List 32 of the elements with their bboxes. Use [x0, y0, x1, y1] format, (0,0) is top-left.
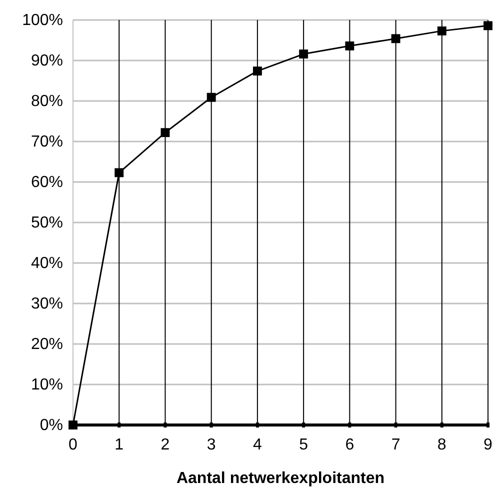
point — [484, 21, 492, 30]
x-tick-label: 3 — [206, 436, 216, 454]
point — [345, 41, 354, 50]
x-axis-title: Aantal netwerkexploitanten — [176, 470, 385, 487]
point — [437, 26, 446, 36]
x-tick-label: 4 — [252, 436, 262, 454]
point — [68, 420, 78, 430]
point — [160, 128, 170, 138]
y-tick-label: 0% — [40, 417, 63, 434]
y-tick-label: 10% — [30, 376, 63, 394]
x-tick-label: 1 — [114, 436, 124, 454]
y-tick-label: 90% — [30, 52, 63, 70]
y-tick-label: 70% — [30, 134, 63, 151]
y-tick-label: 80% — [30, 93, 63, 110]
x-tick-label: 0 — [68, 436, 78, 454]
x-tick-label: 7 — [391, 436, 400, 454]
y-tick-label: 50% — [30, 214, 63, 232]
point — [206, 92, 216, 102]
y-tick-label: 100% — [22, 12, 63, 30]
y-tick-label: 20% — [30, 336, 63, 354]
y-tick-label: 30% — [30, 296, 63, 313]
x-tick-label: 2 — [160, 436, 170, 454]
y-tick-label: 40% — [30, 255, 63, 272]
point — [391, 34, 400, 44]
point — [299, 50, 308, 58]
x-tick-label: 8 — [437, 436, 446, 454]
y-tick-label: 60% — [30, 174, 63, 192]
x-tick-label: 9 — [484, 436, 493, 454]
point — [252, 66, 262, 76]
x-tick-label: 6 — [345, 436, 354, 454]
x-tick-label: 5 — [299, 436, 308, 454]
point — [114, 168, 124, 178]
